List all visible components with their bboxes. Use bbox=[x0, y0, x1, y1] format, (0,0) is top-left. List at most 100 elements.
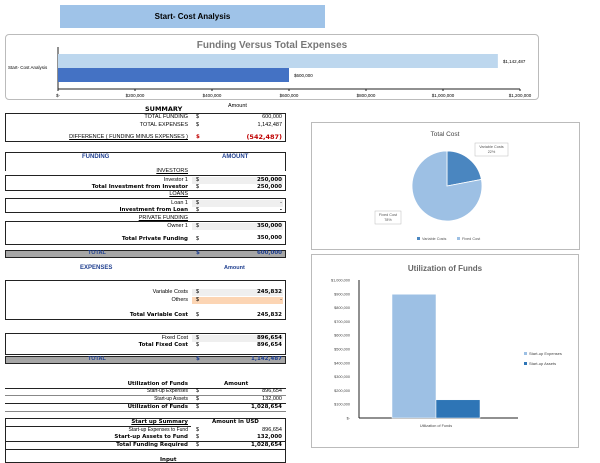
currency: $ bbox=[196, 442, 200, 448]
currency: $ bbox=[196, 427, 200, 433]
x-tick-label: $800,000 bbox=[357, 93, 376, 98]
expenses-amount-header: Amount bbox=[224, 265, 245, 271]
startup-summary-header: Start up Summary bbox=[131, 419, 188, 425]
pie-slice bbox=[411, 150, 483, 222]
legend-label: Fixed Cost bbox=[462, 237, 481, 241]
total-private-value[interactable]: 350,000 bbox=[256, 235, 282, 241]
y-tick-label: $800,000 bbox=[334, 306, 350, 310]
currency: $ bbox=[196, 177, 200, 183]
variable-costs-value[interactable]: 245,832 bbox=[256, 289, 282, 295]
input-label: Input bbox=[160, 457, 177, 463]
utilization-header: Utilization of Funds bbox=[127, 381, 188, 387]
funding-header: FUNDING bbox=[82, 154, 110, 160]
utilization-total-label: Utilization of Funds bbox=[127, 404, 188, 410]
utilization-expenses-value[interactable]: 896,654 bbox=[262, 388, 282, 394]
currency: $ bbox=[196, 312, 200, 318]
x-tick-label: $- bbox=[56, 93, 61, 98]
private-funding-label: PRIVATE FUNDING bbox=[138, 215, 188, 221]
summary-amount-header: Amount bbox=[228, 103, 247, 109]
startup-assets-label: Start-up Assets to Fund bbox=[114, 434, 188, 440]
data-label-box bbox=[474, 142, 509, 157]
utilization-assets-label: Start-up Assets bbox=[154, 396, 188, 402]
data-label: $600,000 bbox=[294, 73, 313, 78]
total-funding-label: TOTAL FUNDING bbox=[144, 114, 188, 120]
currency: $ bbox=[196, 289, 200, 295]
y-tick-label: $200,000 bbox=[334, 389, 350, 393]
utilization-assets-value[interactable]: 132,000 bbox=[262, 396, 282, 402]
legend-label: Start-up Expenses bbox=[529, 351, 562, 356]
startup-total-value[interactable]: 1,028,654 bbox=[251, 442, 282, 448]
legend-swatch bbox=[417, 237, 420, 240]
total-investor-value[interactable]: 250,000 bbox=[256, 184, 282, 190]
currency: $ bbox=[196, 356, 200, 362]
total-private-label: Total Private Funding bbox=[121, 236, 188, 242]
investors-box bbox=[5, 175, 286, 191]
loan1-label: Loan 1 bbox=[171, 200, 188, 206]
x-tick-label: $400,000 bbox=[203, 93, 222, 98]
investor1-value[interactable]: 250,000 bbox=[256, 177, 282, 183]
owner1-value[interactable]: 350,000 bbox=[256, 223, 282, 229]
startup-total-label: Total Funding Required bbox=[116, 442, 188, 448]
funding-vs-expenses-chart[interactable]: Funding Versus Total Expenses Start- Cost… bbox=[5, 34, 539, 100]
currency: $ bbox=[196, 388, 200, 394]
y-tick-label: $700,000 bbox=[334, 320, 350, 324]
startup-expenses-label: Start-up Expenses to Fund bbox=[128, 427, 188, 433]
currency: $ bbox=[196, 134, 200, 140]
total-variable-value[interactable]: 245,832 bbox=[256, 312, 282, 318]
bar bbox=[58, 68, 289, 82]
others-value[interactable]: - bbox=[280, 297, 282, 303]
total-cost-chart[interactable]: Total Cost Variable Costs 22% Fixed Cost 78%… bbox=[311, 122, 580, 250]
fixed-cost-label: Fixed Cost bbox=[161, 335, 188, 341]
fixed-cost-value[interactable]: 896,654 bbox=[256, 335, 282, 341]
summary-title: SUMMARY bbox=[145, 105, 183, 113]
currency: $ bbox=[196, 434, 200, 440]
x-tick-label: $600,000 bbox=[280, 93, 299, 98]
utilization-total-value[interactable]: 1,028,654 bbox=[251, 404, 282, 410]
investor1-label: Investor 1 bbox=[163, 177, 188, 183]
total-expenses-value[interactable]: 1,142,487 bbox=[257, 122, 282, 128]
x-tick-label: $200,000 bbox=[126, 93, 145, 98]
currency: $ bbox=[196, 184, 200, 190]
legend-swatch bbox=[524, 352, 527, 355]
loans-label: LOANS bbox=[169, 191, 188, 197]
startup-expenses-value[interactable]: 896,654 bbox=[262, 427, 282, 433]
legend-label: Start-up Assets bbox=[529, 361, 556, 366]
data-label-box bbox=[374, 210, 402, 225]
currency: $ bbox=[196, 223, 200, 229]
y-tick-label: $400,000 bbox=[334, 361, 350, 365]
bar bbox=[58, 54, 498, 68]
pie-slice bbox=[446, 150, 482, 187]
funding-total-value[interactable]: 600,000 bbox=[256, 250, 282, 256]
difference-value[interactable]: (542,487) bbox=[246, 133, 282, 141]
startup-assets-value[interactable]: 132,000 bbox=[256, 434, 282, 440]
currency: $ bbox=[196, 342, 200, 348]
currency: $ bbox=[196, 200, 200, 206]
fixed-box bbox=[5, 333, 286, 355]
legend-label: Variable Costs bbox=[422, 237, 447, 241]
bar bbox=[435, 399, 481, 419]
expenses-total-value[interactable]: 1,142,487 bbox=[251, 356, 282, 362]
currency: $ bbox=[196, 236, 200, 242]
private-box bbox=[5, 221, 286, 245]
legend-swatch bbox=[524, 362, 527, 365]
chart-title: Funding Versus Total Expenses bbox=[197, 40, 348, 51]
category-label: Start- Cost Analysis bbox=[8, 65, 48, 70]
data-label-value: 78% bbox=[384, 218, 392, 222]
currency: $ bbox=[196, 114, 200, 120]
total-expenses-label: TOTAL EXPENSES bbox=[139, 122, 188, 128]
difference-label: DIFFERENCE ( FUNDING MINUS EXPENSES ) bbox=[69, 134, 188, 140]
total-variable-label: Total Variable Cost bbox=[129, 312, 188, 318]
total-funding-value[interactable]: 600,000 bbox=[262, 114, 282, 120]
data-label-name: Variable Costs bbox=[479, 145, 504, 149]
y-tick-label: $- bbox=[347, 417, 351, 421]
utilization-chart[interactable]: Utilization of Funds $- $100,000 $200,000 $3… bbox=[311, 254, 579, 448]
funding-header-box bbox=[5, 152, 286, 171]
others-label: Others bbox=[171, 297, 188, 303]
loan1-value[interactable]: - bbox=[280, 200, 282, 206]
total-loan-value[interactable]: - bbox=[279, 207, 282, 213]
total-fixed-value[interactable]: 896,654 bbox=[256, 342, 282, 348]
summary-box bbox=[5, 113, 286, 142]
sheet-title: Start- Cost Analysis bbox=[60, 5, 325, 28]
x-tick-label: $1,000,000 bbox=[432, 93, 455, 98]
total-investor-label: Total Investment from Investor bbox=[91, 184, 188, 190]
